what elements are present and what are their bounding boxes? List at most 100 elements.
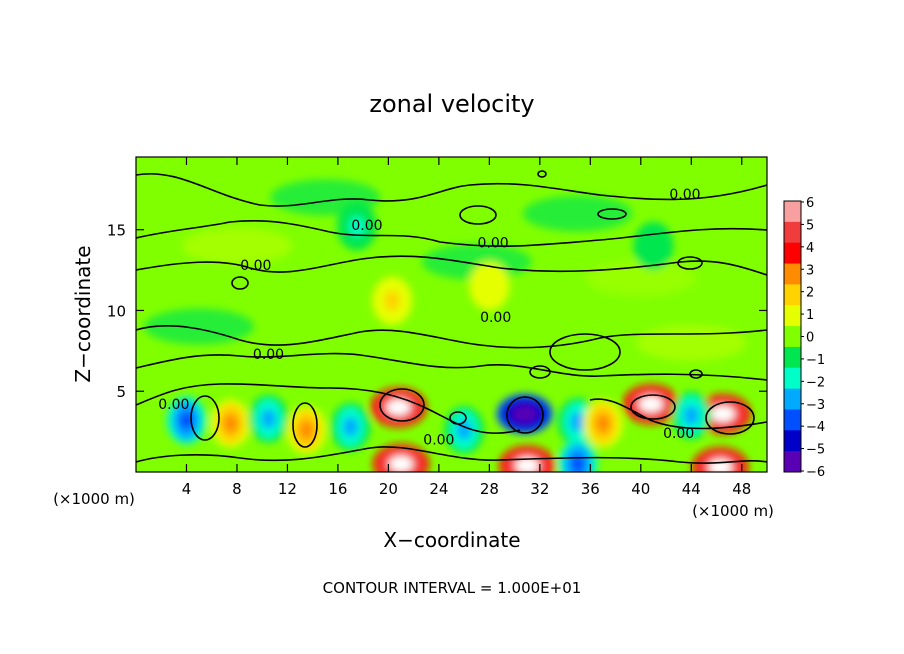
- field-feature: [469, 262, 510, 311]
- x-tick-label: 16: [328, 480, 347, 498]
- contour-line: [136, 446, 767, 464]
- field-feature: [336, 202, 377, 251]
- contour-line: [689, 369, 703, 379]
- colorbar-swatch: [784, 451, 801, 473]
- contour-interval-note: CONTOUR INTERVAL = 1.000E+01: [323, 579, 582, 597]
- colorbar-swatch: [784, 221, 801, 244]
- field-band: [181, 227, 292, 264]
- contour-label: 0.00: [158, 397, 189, 413]
- contour-line: [459, 205, 497, 225]
- field-feature: [694, 393, 751, 434]
- contour-lines: [136, 170, 767, 464]
- colorbar-tick-label: −6: [806, 465, 825, 480]
- x-unit-label-right: (×1000 m): [692, 502, 774, 520]
- field-feature: [373, 443, 430, 472]
- contour-labels: 0.00 0.00 0.00 0.00 0.00 0.00 0.00 0.00 0.00: [158, 187, 700, 449]
- contour-line: [506, 396, 544, 434]
- contour-line: [597, 208, 627, 220]
- x-tick-label: 4: [182, 480, 192, 498]
- contour-line: [136, 220, 767, 248]
- contour-label: 0.00: [478, 236, 509, 252]
- contour-line: [136, 325, 767, 349]
- contour-line: [136, 173, 767, 207]
- colorbar-swatch: [784, 430, 801, 452]
- contour-label: 0.00: [480, 310, 511, 326]
- contour-label: 0.00: [240, 258, 271, 274]
- field-feature: [330, 402, 371, 451]
- y-tick-label: 15: [107, 222, 126, 240]
- x-tick-label: 40: [631, 480, 650, 498]
- colorbar-tick-label: −2: [806, 375, 825, 390]
- field-feature: [622, 384, 679, 425]
- x-tick-label: 28: [480, 480, 499, 498]
- contour-line: [231, 276, 249, 290]
- field-band: [636, 324, 747, 361]
- x-tick-label: 8: [232, 480, 242, 498]
- field-feature: [248, 394, 289, 443]
- colorbar-tick-label: 0: [806, 331, 814, 346]
- colorbar-tick-label: 5: [806, 218, 814, 233]
- x-tick-label: 32: [530, 480, 549, 498]
- contour-line: [529, 365, 551, 379]
- contour-label: 0.00: [663, 426, 694, 442]
- x-tick-label: 36: [581, 480, 600, 498]
- contour-line: [705, 401, 755, 435]
- contour-label: 0.00: [669, 187, 700, 203]
- field-band: [522, 195, 633, 232]
- colorbar-swatch: [784, 263, 801, 285]
- colorbar-swatch: [784, 284, 801, 306]
- colorbar-swatch: [784, 388, 801, 410]
- colorbar-tick-label: −5: [806, 443, 825, 458]
- field-feature: [372, 276, 413, 325]
- colorbar-swatch: [784, 305, 801, 327]
- contour-line: [630, 394, 676, 420]
- colorbar-tick-label: 3: [806, 263, 814, 278]
- colorbar-tick-label: −3: [806, 398, 825, 413]
- contour-label: 0.00: [253, 347, 284, 363]
- field-feature: [370, 387, 427, 428]
- x-tick-label: 48: [732, 480, 751, 498]
- x-tick-label: 44: [682, 480, 701, 498]
- y-axis: 5 10 15: [107, 222, 767, 401]
- contour-label: 0.00: [351, 218, 382, 234]
- contour-line: [136, 255, 767, 276]
- contour-line: [379, 388, 425, 422]
- field-feature: [582, 399, 623, 448]
- contour-line: [677, 256, 703, 270]
- plot-frame: [135, 156, 768, 473]
- colorbar-tick-label: 4: [806, 241, 814, 256]
- colorbar-tick-label: −4: [806, 420, 825, 435]
- colorbar-tick-label: −1: [806, 353, 825, 368]
- colorbar: 6 5 4 3 2 1 0 −1 −2 −3 −4 −5 −6: [783, 196, 825, 480]
- x-axis-label: X−coordinate: [383, 528, 520, 552]
- y-tick-label: 10: [107, 302, 126, 320]
- y-tick-label: 5: [116, 383, 126, 401]
- field-feature: [633, 221, 674, 270]
- x-tick-label: 12: [278, 480, 297, 498]
- x-axis: 4 8 12 16 20 24 28 32 36 40 44 48: [182, 157, 751, 498]
- field-feature: [692, 447, 749, 472]
- colorbar-tick-label: 1: [806, 308, 814, 323]
- contour-line: [292, 402, 318, 448]
- contour-line: [589, 398, 767, 430]
- chart-title: zonal velocity: [369, 90, 534, 118]
- field-feature: [444, 406, 485, 454]
- field-feature: [557, 439, 598, 472]
- colorbar-tick-label: 2: [806, 286, 814, 301]
- contour-line: [549, 333, 621, 371]
- contour-line: [449, 411, 467, 425]
- contour-label: 0.00: [423, 433, 454, 449]
- y-axis-label: Z−coordinate: [71, 245, 95, 382]
- contour-line: [537, 170, 547, 178]
- contour-line: [136, 352, 767, 381]
- contour-line: [190, 395, 220, 441]
- colorbar-swatch: [784, 326, 801, 348]
- colorbar-swatch: [784, 409, 801, 431]
- field-feature: [210, 399, 251, 448]
- field-feature: [496, 393, 553, 434]
- colorbar-tick-label: 6: [806, 196, 814, 211]
- colorbar-swatch: [784, 346, 801, 369]
- x-unit-label-left: (×1000 m): [53, 490, 135, 508]
